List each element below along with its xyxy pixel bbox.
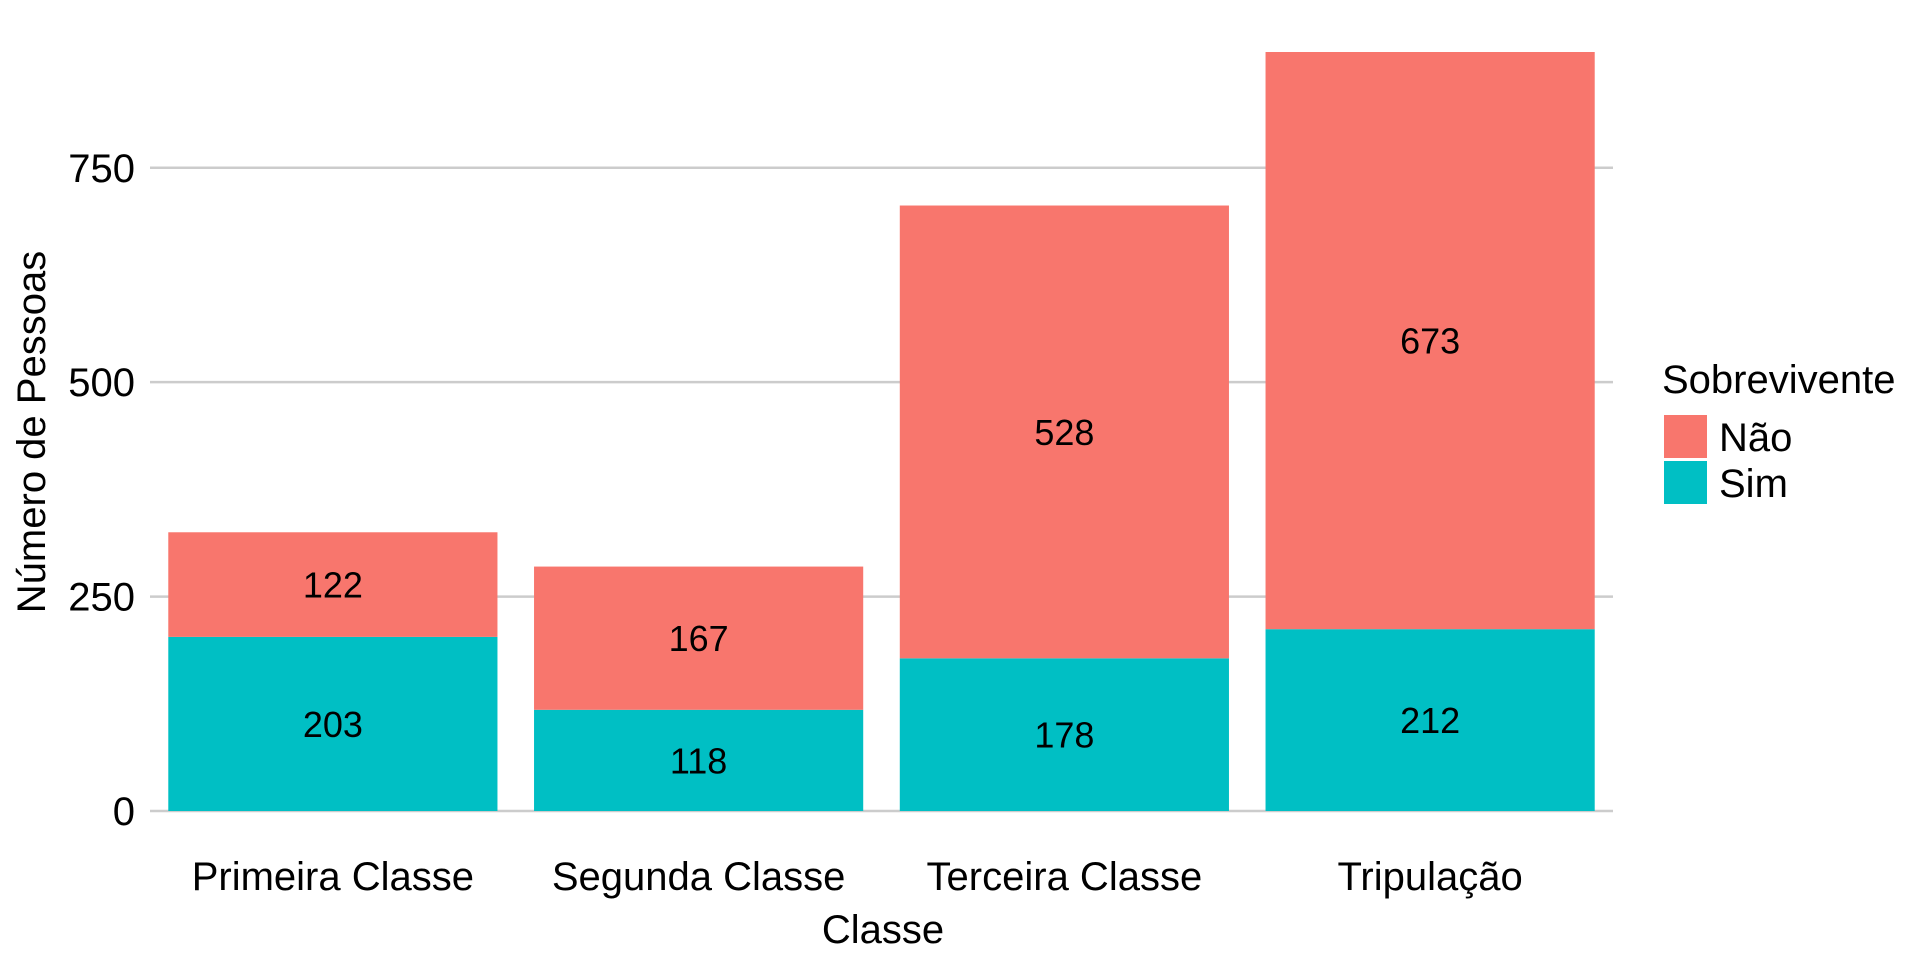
value-label-primeira-classe-nao: 122	[303, 565, 363, 606]
x-axis-title: Classe	[822, 908, 944, 952]
value-label-segunda-classe-nao: 167	[669, 618, 729, 659]
bar-primeira-classe-sim	[168, 636, 498, 811]
y-tick-label-0: 0	[113, 790, 135, 834]
x-axis-tick-labels: Primeira Classe Segunda Classe Terceira Cl…	[192, 855, 1523, 899]
x-tick-label-terceira-classe: Terceira Classe	[927, 855, 1203, 899]
bar-terceira-classe-nao	[899, 205, 1229, 659]
legend-swatch-sim	[1664, 461, 1707, 504]
x-tick-label-primeira-classe: Primeira Classe	[192, 855, 474, 899]
value-label-tripulacao-nao: 673	[1400, 321, 1460, 362]
bar-segunda-classe-nao	[534, 566, 864, 710]
value-label-tripulacao-sim: 212	[1400, 700, 1460, 741]
legend-swatch-nao	[1664, 415, 1707, 458]
x-tick-label-segunda-classe: Segunda Classe	[552, 855, 846, 899]
bar-segunda-classe-sim	[534, 709, 864, 811]
bar-primeira-classe-nao	[168, 532, 498, 637]
legend-title: Sobrevivente	[1662, 358, 1895, 402]
y-tick-label-500: 500	[68, 361, 135, 405]
bar-tripulacao-sim	[1265, 629, 1595, 811]
y-tick-label-750: 750	[68, 147, 135, 191]
legend-label-sim: Sim	[1719, 462, 1788, 506]
legend: Sobrevivente Não Sim	[1662, 358, 1895, 506]
y-axis-tick-labels: 0 250 500 750	[68, 147, 135, 834]
bar-tripulacao-nao	[1265, 52, 1595, 630]
x-tick-label-tripulacao: Tripulação	[1337, 855, 1522, 899]
bar-value-labels: 203 122 118 167 178 528 212 673	[303, 321, 1460, 782]
value-label-terceira-classe-nao: 528	[1034, 412, 1094, 453]
y-axis-title: Número de Pessoas	[10, 251, 54, 613]
value-label-segunda-classe-sim: 118	[670, 740, 727, 781]
bar-terceira-classe-sim	[899, 658, 1229, 811]
bars	[168, 52, 1595, 811]
value-label-primeira-classe-sim: 203	[303, 704, 363, 745]
legend-label-nao: Não	[1719, 416, 1792, 460]
y-tick-label-250: 250	[68, 576, 135, 620]
value-label-terceira-classe-sim: 178	[1034, 715, 1094, 756]
